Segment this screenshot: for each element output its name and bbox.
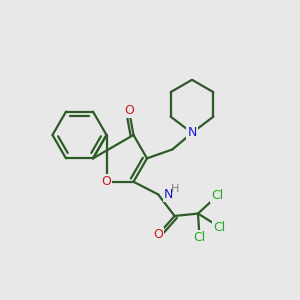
Text: Cl: Cl <box>212 189 224 202</box>
Text: O: O <box>153 228 163 241</box>
Text: O: O <box>124 104 134 117</box>
Text: Cl: Cl <box>214 220 226 234</box>
Text: O: O <box>102 175 111 188</box>
Text: N: N <box>187 126 197 140</box>
Text: H: H <box>171 184 179 194</box>
Text: N: N <box>164 188 173 201</box>
Text: Cl: Cl <box>194 231 206 244</box>
